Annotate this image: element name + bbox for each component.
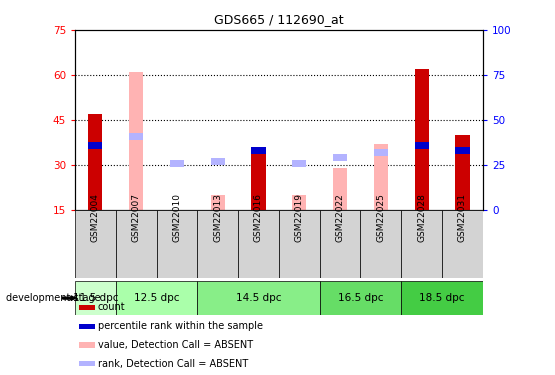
Bar xyxy=(210,195,225,210)
Bar xyxy=(415,69,429,210)
Bar xyxy=(251,150,266,210)
Bar xyxy=(374,149,388,156)
Bar xyxy=(129,133,143,140)
Text: GSM22013: GSM22013 xyxy=(213,194,222,242)
Text: GSM22016: GSM22016 xyxy=(254,194,263,242)
Text: 12.5 dpc: 12.5 dpc xyxy=(134,293,179,303)
Bar xyxy=(238,210,279,278)
Bar xyxy=(292,160,306,167)
Bar xyxy=(374,144,388,210)
Text: GSM22019: GSM22019 xyxy=(295,194,304,242)
Bar xyxy=(210,158,225,165)
Text: value, Detection Call = ABSENT: value, Detection Call = ABSENT xyxy=(98,340,253,350)
Bar xyxy=(198,281,320,315)
Bar xyxy=(333,154,347,161)
Bar xyxy=(79,361,95,366)
Bar xyxy=(129,72,143,210)
Text: GSM22022: GSM22022 xyxy=(336,194,345,242)
Text: count: count xyxy=(98,303,125,312)
Bar xyxy=(279,210,320,278)
Text: GSM22004: GSM22004 xyxy=(91,194,100,242)
Text: GSM22010: GSM22010 xyxy=(173,194,181,242)
Bar xyxy=(157,210,198,278)
Bar xyxy=(361,210,401,278)
Bar xyxy=(75,281,116,315)
Title: GDS665 / 112690_at: GDS665 / 112690_at xyxy=(214,13,344,26)
Bar xyxy=(170,210,184,216)
Bar xyxy=(320,210,361,278)
Text: percentile rank within the sample: percentile rank within the sample xyxy=(98,321,263,331)
Text: 16.5 dpc: 16.5 dpc xyxy=(338,293,383,303)
Bar xyxy=(116,281,198,315)
Bar xyxy=(401,210,442,278)
Bar xyxy=(116,210,157,278)
Text: 11.5 dpc: 11.5 dpc xyxy=(73,293,118,303)
Bar xyxy=(79,305,95,310)
Bar xyxy=(88,114,103,210)
Bar xyxy=(79,342,95,348)
Text: 18.5 dpc: 18.5 dpc xyxy=(420,293,465,303)
Bar xyxy=(251,147,266,154)
Bar xyxy=(88,142,103,149)
Bar xyxy=(455,147,470,154)
Text: development stage: development stage xyxy=(6,293,100,303)
Bar xyxy=(198,210,238,278)
Bar xyxy=(292,195,306,210)
Bar xyxy=(320,281,401,315)
Bar xyxy=(415,142,429,149)
Text: rank, Detection Call = ABSENT: rank, Detection Call = ABSENT xyxy=(98,359,248,369)
Bar xyxy=(75,210,116,278)
Bar xyxy=(442,210,483,278)
Text: GSM22007: GSM22007 xyxy=(132,194,140,242)
Bar xyxy=(79,324,95,329)
Text: GSM22028: GSM22028 xyxy=(417,194,426,242)
Bar xyxy=(401,281,483,315)
Bar xyxy=(333,168,347,210)
Bar xyxy=(170,160,184,167)
Text: GSM22025: GSM22025 xyxy=(376,194,385,242)
Text: GSM22031: GSM22031 xyxy=(458,194,467,242)
Text: 14.5 dpc: 14.5 dpc xyxy=(236,293,281,303)
Bar xyxy=(455,135,470,210)
